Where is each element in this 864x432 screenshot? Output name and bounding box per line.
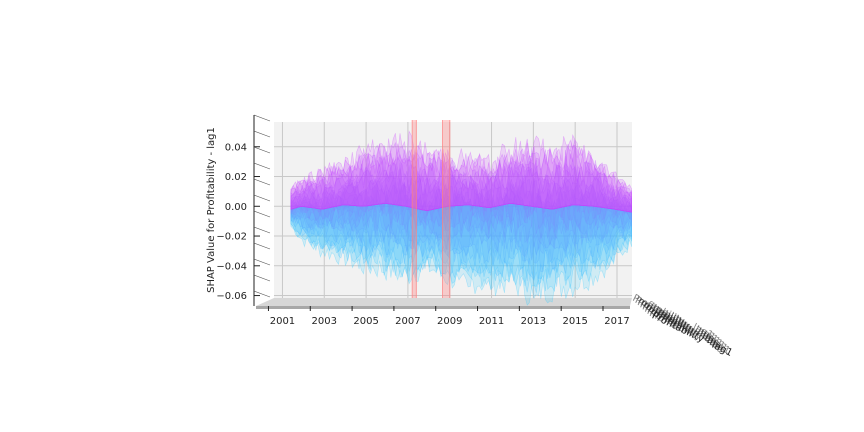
surface-layer-13	[290, 188, 632, 219]
x-tick-label: 2017	[604, 316, 629, 327]
highlight-band-1	[442, 120, 450, 298]
surface-layer-17	[290, 171, 632, 213]
highlight-band-0	[412, 120, 417, 298]
x-tick-label: 2003	[312, 316, 337, 327]
y-tick-label: −0.06	[216, 291, 247, 302]
x-tick-label: 2015	[562, 316, 587, 327]
surface-layer-3	[290, 203, 632, 286]
y-tick-label: 0.02	[225, 172, 247, 183]
floor-pane	[256, 298, 632, 306]
z-axis-label: Profitability - lag1	[650, 310, 734, 359]
x-tick-label: 2011	[479, 316, 504, 327]
x-axis-ticks: 2001 2003 2005 2007 2009 2011 2013 2015 2017	[267, 306, 630, 327]
surface-layer-8	[290, 203, 632, 251]
floor-edge	[256, 306, 630, 309]
back-pane	[274, 122, 632, 298]
x-tick-label: 2005	[353, 316, 378, 327]
highlight-bands	[411, 120, 451, 298]
x-tick-label: 2013	[521, 316, 546, 327]
surface-layer-11	[290, 200, 632, 233]
depth-tick	[253, 146, 271, 154]
surface-layer-20	[290, 155, 632, 213]
x-tick-label: 2009	[437, 316, 462, 327]
depth-tick	[253, 258, 271, 266]
surface-layer-25	[290, 130, 632, 213]
depth-tick	[253, 194, 271, 202]
grid-lines	[274, 122, 632, 298]
x-tick-label: 2007	[395, 316, 420, 327]
surface-layer-19	[290, 162, 632, 213]
depth-tick	[253, 178, 271, 186]
y-tick-label: −0.04	[216, 261, 247, 272]
surface-layer-0	[290, 203, 632, 306]
depth-tick	[253, 290, 271, 298]
surface-layer-15	[290, 178, 632, 213]
surface-layer-24	[290, 138, 632, 213]
surface-layer-23	[290, 141, 632, 213]
y-tick-label: −0.02	[216, 232, 247, 243]
depth-tick	[253, 114, 271, 122]
x-tick-label: 2001	[270, 316, 295, 327]
surface-layer-1	[290, 203, 632, 300]
shap-surface	[290, 130, 632, 306]
surface-layer-2	[290, 203, 632, 293]
surface-layer-7	[290, 203, 632, 261]
surface-layer-14	[290, 183, 632, 216]
surface-layer-4	[290, 203, 632, 281]
surface-layer-6	[290, 203, 632, 266]
surface-layer-5	[290, 203, 632, 273]
surface-layer-21	[290, 152, 632, 213]
depth-tick	[253, 130, 271, 138]
surface-layer-12	[290, 192, 632, 227]
depth-tick	[253, 162, 271, 170]
surface-layer-18	[290, 166, 632, 213]
surface-layer-9	[290, 203, 632, 246]
depth-tick	[253, 274, 271, 282]
y-axis-ticks: −0.06 −0.04 −0.02 0.00 0.02 0.04	[216, 114, 271, 302]
depth-tick	[253, 210, 271, 218]
depth-tick	[253, 226, 271, 234]
surface-layer-10	[290, 202, 632, 240]
y-axis-title: SHAP Value for Profitability - lag1	[206, 127, 217, 293]
surface-layer-22	[290, 146, 632, 213]
depth-tick	[253, 242, 271, 250]
y-tick-label: 0.00	[225, 202, 247, 213]
surface-layer-16	[290, 175, 632, 213]
y-tick-label: 0.04	[225, 142, 247, 153]
